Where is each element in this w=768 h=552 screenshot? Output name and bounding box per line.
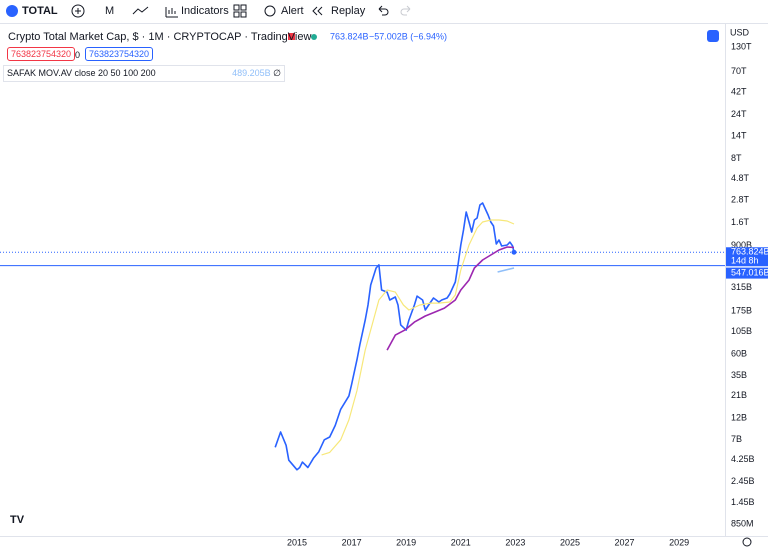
replay-icon (312, 6, 323, 16)
y-tick-label: 175B (731, 306, 752, 316)
chart-type-button[interactable] (132, 6, 149, 15)
y-tick-label: 130T (731, 41, 752, 51)
indicator-value: 489.205B (232, 68, 271, 78)
y-tick-label: 42T (731, 87, 747, 97)
interval[interactable]: M (105, 5, 115, 17)
alert-icon (264, 5, 276, 17)
flag-icon (288, 33, 295, 40)
replay-button[interactable]: Replay (331, 5, 366, 17)
alert-button[interactable]: Alert (281, 5, 304, 17)
chart-title: Crypto Total Market Cap, $ · 1M · CRYPTO… (8, 31, 311, 43)
y-tick-label: 21B (731, 390, 747, 400)
change-value: −57.002B (−6.94%) (369, 31, 447, 41)
y-tick-label: 7B (731, 434, 742, 444)
y-tick-label: 900B (731, 240, 752, 250)
compare-button[interactable] (707, 30, 719, 42)
y-tick-label: 24T (731, 109, 747, 119)
last-price-label: 763.824B (731, 247, 768, 257)
input-box[interactable]: 763823754320 (7, 47, 76, 61)
y-tick-label: 105B (731, 326, 752, 336)
y-tick-label: 2.8T (731, 195, 750, 205)
layout-icon (240, 11, 247, 18)
tv-logo: TV (10, 514, 25, 526)
y-tick-label: 4.8T (731, 173, 750, 183)
x-tick-label: 2021 (451, 537, 471, 547)
y-tick-label: 2.45B (731, 476, 755, 486)
input-box[interactable]: 763823754320 (85, 47, 154, 61)
series-line (386, 246, 515, 351)
last-point (511, 249, 517, 255)
last-price-badge (726, 247, 768, 267)
y-tick-label: 1.6T (731, 217, 750, 227)
x-tick-label: 2027 (615, 537, 635, 547)
y-tick-label: 315B (731, 282, 752, 292)
y-tick-label: 14T (731, 130, 747, 140)
indicators-icon (165, 7, 178, 18)
y-tick-label: 850M (731, 518, 754, 528)
input-gap: 0 (75, 50, 81, 60)
add-symbol-button[interactable] (71, 4, 85, 18)
x-tick-label: 2029 (669, 537, 689, 547)
price-line-label: 547.016B (731, 267, 768, 277)
series-line (497, 267, 515, 273)
layout-icon (233, 11, 240, 18)
y-tick-label: 1.45B (731, 497, 755, 507)
y-tick-label: 4.25B (731, 454, 755, 464)
symbol[interactable]: TOTAL (22, 5, 58, 17)
settings-button[interactable] (742, 537, 752, 547)
y-tick-label: 12B (731, 413, 747, 423)
undo-button[interactable] (378, 5, 389, 16)
symbol-icon (6, 5, 18, 17)
x-tick-label: 2023 (505, 537, 525, 547)
x-tick-label: 2019 (396, 537, 416, 547)
add-symbol-plus (75, 8, 81, 14)
currency: USD (730, 27, 750, 37)
y-tick-label: 70T (731, 66, 747, 76)
price-line-badge (726, 267, 768, 279)
y-tick-label: 60B (731, 348, 747, 358)
x-tick-label: 2025 (560, 537, 580, 547)
y-tick-label: 35B (731, 370, 747, 380)
x-tick-label: 2017 (342, 537, 362, 547)
indicator-name: SAFAK MOV.AV close 20 50 100 200 (7, 68, 156, 78)
series-line (321, 219, 515, 456)
indicator-extra: ∅ (273, 68, 282, 78)
last-value: 763.824B (330, 31, 369, 41)
layout-icon (240, 4, 247, 11)
market-status (311, 34, 317, 40)
indicator-legend[interactable]: SAFAK MOV.AV close 20 50 100 200 489.205… (3, 65, 286, 82)
x-tick-label: 2015 (287, 537, 307, 547)
y-tick-label: 8T (731, 153, 742, 163)
layout-icon[interactable] (233, 4, 240, 11)
indicators-button[interactable]: Indicators (181, 5, 229, 17)
countdown-label: 14d 8h (731, 256, 759, 266)
redo-button[interactable] (400, 5, 411, 16)
series-line (274, 202, 515, 471)
